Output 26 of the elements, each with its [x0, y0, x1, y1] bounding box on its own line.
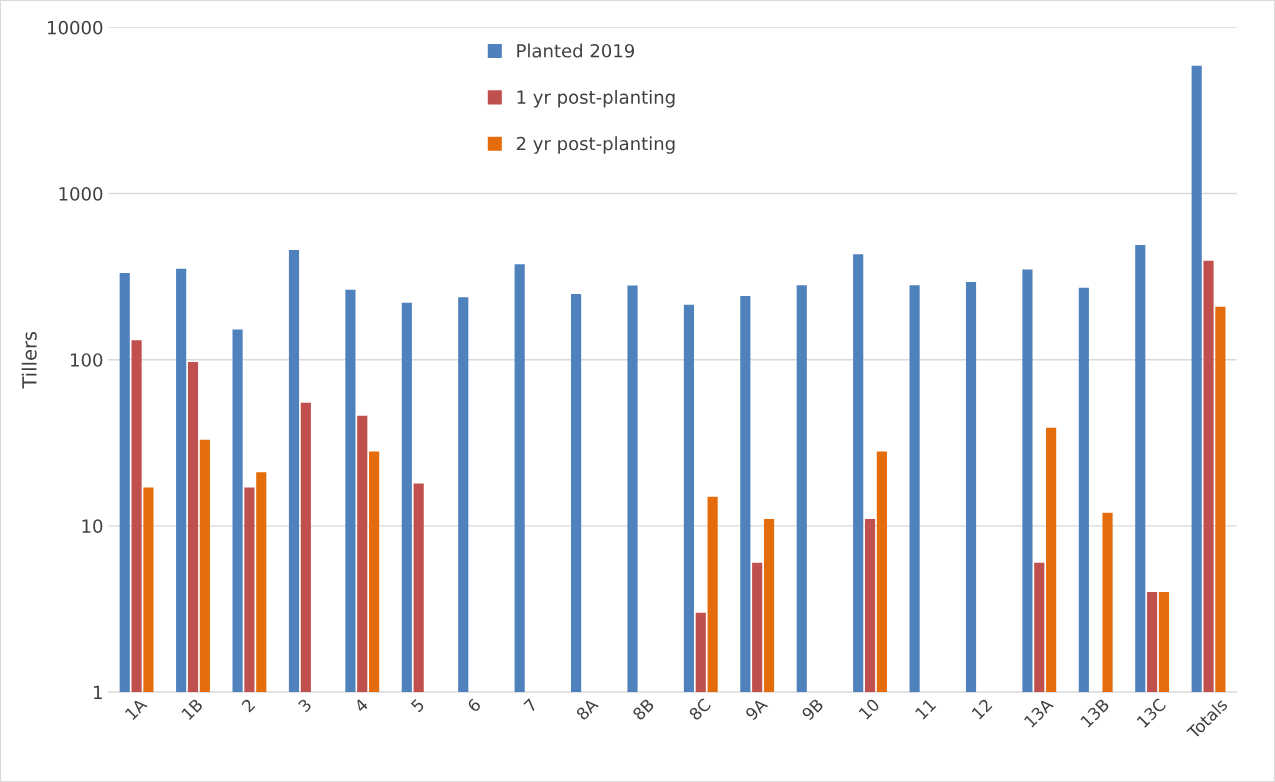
x-tick-label: 11 — [914, 698, 937, 720]
x-tick-label: 8B — [631, 697, 655, 721]
x-tick-label: 9B — [801, 697, 824, 721]
x-tick-label: 5 — [410, 698, 425, 713]
x-tick-label: 4 — [353, 697, 369, 713]
x-tick-label: 9A — [744, 697, 769, 721]
x-tick-label: 13A — [1023, 697, 1055, 728]
x-tick-label: 1B — [181, 698, 204, 721]
x-tick-label: 8C — [688, 697, 712, 721]
x-tick-label: 1A — [124, 697, 148, 721]
y-tick-label: 1 — [94, 685, 102, 699]
legend-label: 2 yr post-planting — [516, 136, 675, 154]
legend-label: 1 yr post-planting — [517, 89, 675, 108]
y-axis-title: Tillers — [21, 331, 37, 389]
y-tick-label: 10000 — [48, 20, 103, 35]
x-tick-label: 7 — [523, 698, 538, 713]
x-tick-label: 12 — [971, 698, 993, 720]
y-tick-label: 10 — [82, 519, 103, 534]
y-tick-label: 1000 — [59, 187, 103, 201]
legend-label: Planted 2019 — [517, 43, 635, 58]
x-tick-label: 10 — [858, 697, 881, 720]
x-tick-label: 2 — [241, 698, 256, 713]
y-tick-label: 100 — [71, 353, 103, 367]
x-tick-label: 8A — [575, 697, 600, 721]
x-tick-label: 6 — [466, 697, 482, 713]
x-tick-label: 3 — [297, 698, 313, 713]
